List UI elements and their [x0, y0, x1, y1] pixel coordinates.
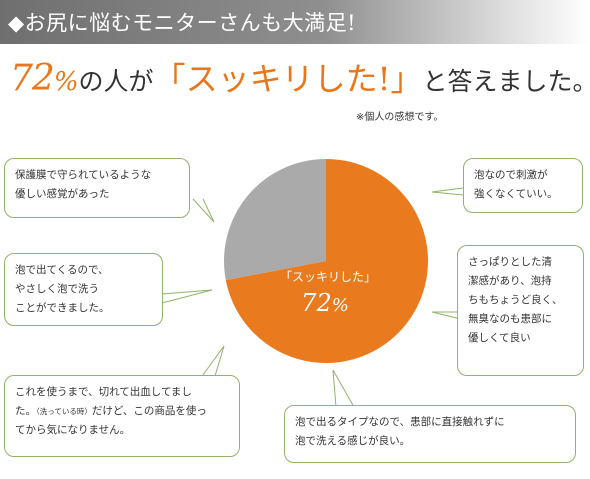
comment-text: た。	[15, 405, 36, 417]
comment-line: ちもちょうど良く、	[468, 294, 563, 306]
comment-line: 優しい感覚があった	[15, 188, 110, 200]
headline-open-quote: 「	[153, 60, 186, 98]
comment-bubble-5: これを使うまで、切れて出血してまし た。（洗っている時）だけど、この商品を使っ …	[4, 375, 240, 457]
comment-line: 優しくて良い	[468, 332, 531, 344]
comment-bubble-3: 泡で出てくるので、 やさしく泡で洗う ことができました。	[4, 253, 163, 326]
pie-slice-value: 72%	[280, 289, 370, 317]
bubble-tail	[161, 289, 213, 304]
comment-line: 保護膜で守られているような	[15, 169, 152, 181]
bubble-tail	[431, 311, 466, 321]
bubble-tail	[332, 369, 355, 408]
banner-text: ◆お尻に悩むモニターさんも大満足!	[8, 11, 357, 35]
pie-slice-0	[225, 159, 429, 363]
headline-percent: 72	[10, 58, 55, 99]
disclaimer-note: ※個人の感想です。	[356, 112, 444, 123]
comment-line: これを使うまで、切れて出血してまし	[15, 386, 192, 398]
comment-line: 泡で出てくるので、	[15, 264, 109, 276]
pie-slice-value-number: 72	[301, 289, 332, 317]
comment-line: やさしく泡で洗う	[15, 283, 99, 295]
pie-slice-label: 「スッキリした」	[280, 270, 377, 284]
headline-close-quote: 」	[390, 60, 423, 98]
comment-line: た。（洗っている時）だけど、この商品を使っ	[15, 402, 229, 421]
headline: 72%の人が「スッキリした!」と答えました。	[10, 54, 590, 100]
comment-line: 無臭なのも患部に	[468, 313, 552, 325]
comment-bubble-1: 保護膜で守られているような 優しい感覚があった	[4, 158, 190, 218]
comment-line: さっぱりとした清	[468, 256, 552, 268]
pie-slice-value-sign: %	[331, 295, 349, 316]
comment-line: 泡で出るタイプなので、患部に直接触れずに	[295, 416, 505, 428]
pie-slice-1	[224, 159, 326, 281]
header-banner: ◆お尻に悩むモニターさんも大満足!	[0, 0, 590, 44]
comment-bubble-4: さっぱりとした清 潔感があり、泡持 ちもちょうど良く、 無臭なのも患部に 優しく…	[457, 245, 584, 376]
comment-line: 潔感があり、泡持	[468, 275, 552, 287]
comment-line: てから気になりません。	[15, 424, 131, 436]
headline-percent-sign: %	[53, 67, 79, 97]
pie-slice-label-group: 「スッキリした」 72%	[280, 268, 377, 317]
comment-line: 強くなくていい。	[474, 188, 558, 200]
pie-slices	[224, 159, 429, 363]
headline-text-after: と答えました。	[422, 67, 590, 96]
bubble-tail	[192, 198, 215, 223]
comment-small-text: （洗っている時）	[36, 407, 92, 416]
comment-bubble-2: 泡なので刺激が 強くなくていい。	[463, 158, 583, 213]
headline-text-before: の人が	[78, 67, 154, 96]
headline-quote-text: スッキリした!	[185, 60, 391, 98]
comment-line: 泡で洗える感じが良い。	[295, 435, 411, 447]
comment-line: ことができました。	[15, 302, 110, 314]
comment-text: だけど、この商品を使っ	[91, 405, 207, 417]
comment-bubble-6: 泡で出るタイプなので、患部に直接触れずに 泡で洗える感じが良い。	[284, 405, 576, 463]
comment-line: 泡なので刺激が	[474, 169, 548, 181]
